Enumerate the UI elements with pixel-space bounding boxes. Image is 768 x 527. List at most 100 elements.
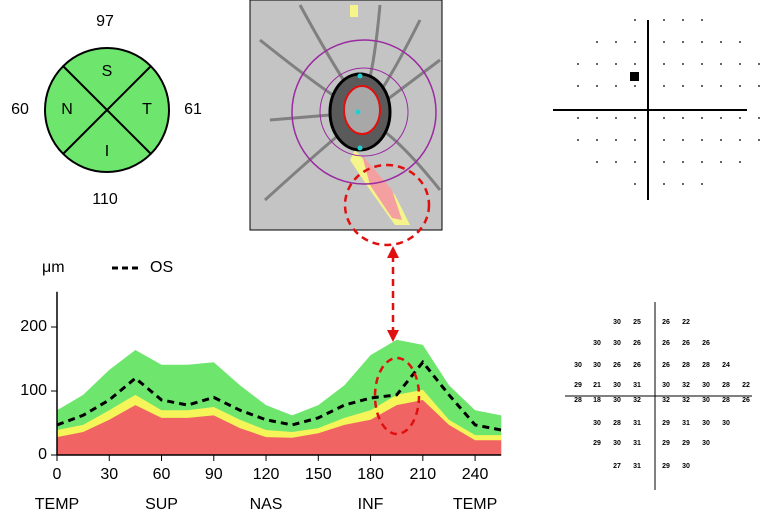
vf-dot — [596, 117, 598, 119]
quadrant-label: T — [142, 101, 152, 118]
vf-dot — [758, 139, 760, 141]
vf-dot — [596, 161, 598, 163]
x-tick-label: 120 — [253, 466, 280, 483]
threshold-value: 29 — [593, 440, 601, 447]
vf-dot — [758, 85, 760, 87]
vf-dot — [739, 85, 741, 87]
threshold-value: 18 — [593, 397, 601, 404]
threshold-value: 29 — [662, 463, 670, 470]
y-tick-label: 0 — [38, 446, 47, 463]
os-line — [56, 359, 502, 432]
threshold-value: 28 — [722, 397, 730, 404]
threshold-value: 31 — [633, 382, 641, 389]
vf-dot — [634, 183, 636, 185]
quadrant-value: 60 — [11, 101, 29, 118]
x-region-label: TEMP — [35, 496, 79, 513]
vf-dot — [615, 117, 617, 119]
threshold-value: 30 — [613, 340, 621, 347]
vf-dot — [682, 19, 684, 21]
vf-dot — [739, 117, 741, 119]
link-arrow — [387, 246, 399, 342]
vf-dot — [663, 63, 665, 65]
vf-dot — [596, 41, 598, 43]
threshold-value: 30 — [702, 420, 710, 427]
x-tick-label: 240 — [462, 466, 489, 483]
vf-dot — [615, 139, 617, 141]
y-tick-label: 200 — [20, 318, 47, 335]
vf-dot — [577, 117, 579, 119]
marker — [357, 145, 363, 151]
threshold-value: 26 — [662, 319, 670, 326]
vf-dot — [634, 85, 636, 87]
vf-dot — [615, 63, 617, 65]
x-region-label: TEMP — [453, 496, 497, 513]
vf-dot — [577, 139, 579, 141]
vf-dot — [701, 161, 703, 163]
threshold-value: 26 — [682, 340, 690, 347]
threshold-value: 22 — [682, 319, 690, 326]
vf-dot — [634, 41, 636, 43]
vf-dot — [720, 41, 722, 43]
vf-dot — [701, 85, 703, 87]
threshold-value: 24 — [722, 362, 730, 369]
x-tick-label: 180 — [357, 466, 384, 483]
threshold-value: 32 — [682, 397, 690, 404]
quadrant-label: S — [102, 63, 113, 80]
y-axis-label: μm — [42, 259, 65, 276]
threshold-value: 30 — [593, 362, 601, 369]
marker — [357, 73, 363, 79]
vf-dot — [577, 85, 579, 87]
y-tick-label: 100 — [20, 382, 47, 399]
quadrant-diagram — [44, 47, 170, 173]
vf-dot — [701, 139, 703, 141]
threshold-value: 30 — [613, 440, 621, 447]
threshold-value: 22 — [742, 382, 750, 389]
vf-dot — [615, 85, 617, 87]
vf-dot — [596, 139, 598, 141]
divider — [62, 65, 152, 155]
arrow-head — [387, 246, 399, 342]
vf-dot — [663, 85, 665, 87]
threshold-value: 26 — [662, 340, 670, 347]
threshold-value: 28 — [702, 362, 710, 369]
vf-dot — [615, 161, 617, 163]
x-tick-label: 90 — [205, 466, 223, 483]
threshold-value: 28 — [613, 420, 621, 427]
vf-dot — [720, 117, 722, 119]
x-tick-label: 150 — [305, 466, 332, 483]
vf-dot — [701, 19, 703, 21]
highlight-ellipse — [373, 356, 421, 436]
x-tick-label: 60 — [153, 466, 171, 483]
threshold-value: 30 — [662, 382, 670, 389]
x-tick-label: 210 — [409, 466, 436, 483]
vf-dot — [682, 183, 684, 185]
cup-margin — [343, 85, 381, 135]
vf-dot — [634, 117, 636, 119]
threshold-value: 29 — [682, 440, 690, 447]
vf-dot — [739, 63, 741, 65]
vf-dot — [701, 41, 703, 43]
threshold-value: 30 — [722, 420, 730, 427]
threshold-value: 26 — [702, 340, 710, 347]
vf-dot — [682, 41, 684, 43]
vf-dot — [682, 161, 684, 163]
vf-dot — [758, 63, 760, 65]
threshold-value: 30 — [682, 463, 690, 470]
threshold-value: 30 — [613, 382, 621, 389]
x-region-label: SUP — [145, 496, 178, 513]
vf-dot — [701, 183, 703, 185]
threshold-value: 30 — [702, 397, 710, 404]
threshold-value: 21 — [593, 382, 601, 389]
threshold-value: 31 — [633, 463, 641, 470]
vf-dot — [682, 139, 684, 141]
threshold-value: 30 — [613, 319, 621, 326]
vf-dot — [663, 41, 665, 43]
vf-dot — [663, 19, 665, 21]
threshold-value: 26 — [613, 362, 621, 369]
vf-dot — [577, 63, 579, 65]
threshold-value: 30 — [593, 420, 601, 427]
visual-field-pattern — [553, 19, 760, 200]
threshold-value: 29 — [662, 420, 670, 427]
vf-symbol — [630, 72, 639, 81]
